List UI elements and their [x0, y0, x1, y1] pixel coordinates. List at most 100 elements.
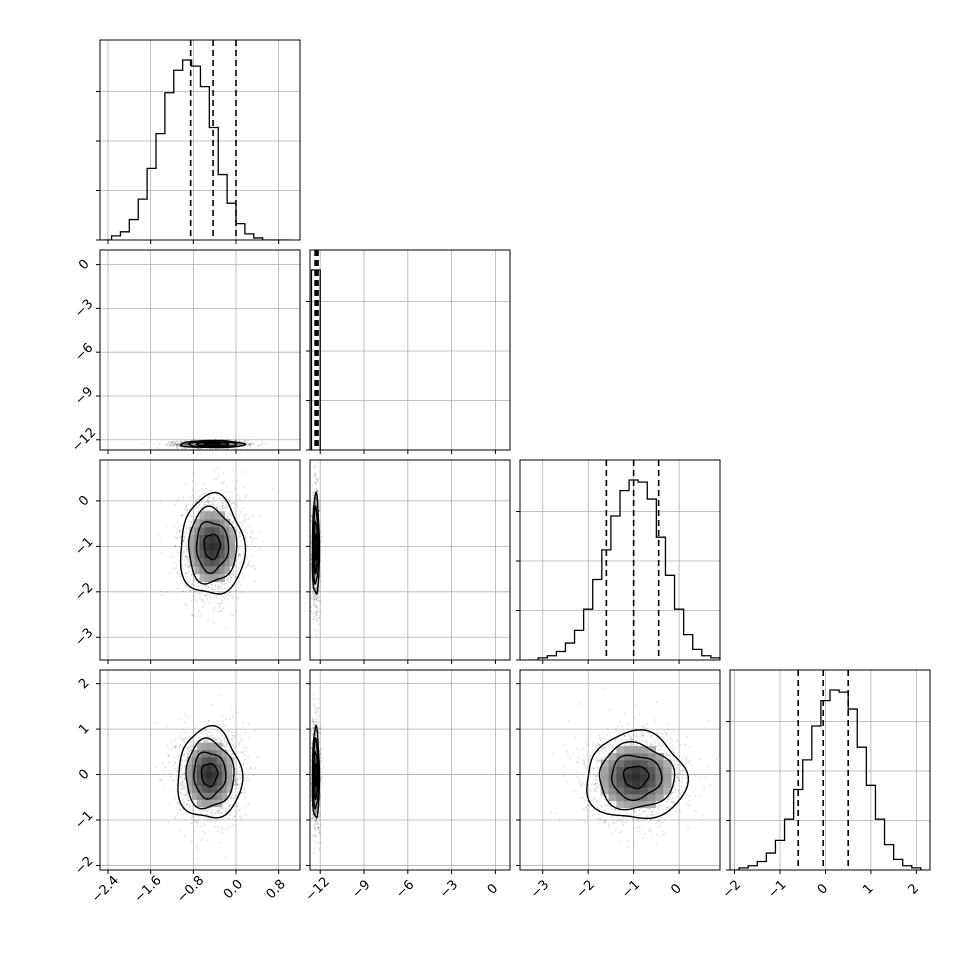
scatter-point [168, 755, 170, 757]
scatter-point [244, 496, 247, 499]
scatter-point [155, 773, 158, 776]
scatter-point [236, 734, 239, 737]
scatter-point [178, 530, 181, 533]
scatter-point [205, 585, 207, 587]
scatter-point [312, 693, 315, 696]
scatter-point [315, 599, 318, 602]
scatter-point [226, 809, 229, 812]
scatter-point [316, 594, 319, 597]
scatter-point [176, 445, 178, 448]
panel-frame [99, 459, 301, 661]
density-cell [315, 573, 317, 583]
histogram-2 [529, 479, 720, 660]
scatter-point [220, 482, 223, 485]
scatter-point [200, 501, 203, 504]
scatter-point [240, 737, 242, 739]
density-cell [196, 778, 203, 786]
scatter-point [567, 754, 569, 757]
scatter-point [230, 576, 233, 579]
scatter-point [182, 787, 185, 789]
scatter-point [319, 610, 322, 613]
scatter-point [645, 727, 648, 730]
density-cell [189, 558, 195, 567]
scatter-point [310, 777, 312, 780]
scatter-point [566, 781, 569, 784]
scatter-point [661, 745, 663, 748]
scatter-point [232, 570, 235, 572]
scatter-point [199, 447, 202, 450]
scatter-point [214, 585, 216, 587]
scatter-point [180, 763, 183, 766]
scatter-point [184, 555, 187, 558]
scatter-point [169, 803, 172, 806]
scatter-point [217, 585, 220, 588]
scatter-point [312, 598, 315, 601]
scatter-point [222, 607, 225, 610]
y-tick-label: 2 [76, 676, 92, 692]
scatter-point [192, 809, 195, 812]
scatter-point [175, 537, 178, 540]
scatter-point [207, 719, 210, 722]
scatter-point [310, 520, 312, 523]
scatter-point [311, 590, 314, 593]
density-cell [209, 558, 215, 567]
scatter-point [612, 822, 615, 824]
scatter-point [688, 800, 691, 803]
scatter-point [177, 584, 180, 586]
scatter-point [586, 815, 589, 817]
panel-frame [309, 249, 511, 451]
scatter-point [672, 791, 675, 794]
scatter-point [684, 743, 687, 746]
scatter-point [208, 817, 211, 820]
scatter-point [680, 785, 683, 787]
scatter-point [176, 446, 178, 449]
density-cell [229, 526, 235, 536]
scatter-point [641, 734, 643, 737]
scatter-point [170, 443, 173, 445]
scatter-point [230, 573, 233, 576]
scatter-point [649, 830, 651, 832]
scatter-point [172, 444, 175, 447]
scatter-point [193, 591, 196, 594]
scatter-point [672, 759, 675, 762]
scatter-point [209, 489, 212, 492]
scatter-point [199, 597, 201, 600]
scatter-point [212, 498, 214, 501]
scatter-point [315, 489, 318, 492]
scatter-point [600, 747, 603, 750]
scatter-point [316, 611, 319, 613]
scatter-point [318, 616, 321, 619]
scatter-point [176, 770, 179, 773]
scatter-point [235, 732, 238, 734]
scatter-point [183, 784, 186, 787]
scatter-point [187, 753, 190, 756]
scatter-point [208, 496, 211, 499]
density-cell [315, 573, 317, 583]
scatter-point [171, 444, 174, 446]
scatter-point [215, 506, 218, 509]
scatter-point [225, 741, 228, 744]
scatter-point [629, 736, 632, 739]
x-tick-label: −12 [303, 875, 333, 905]
scatter-point [611, 812, 614, 815]
scatter-point [185, 560, 188, 563]
y-tick-label: −1 [72, 535, 96, 559]
scatter-point [563, 772, 565, 774]
scatter-point [261, 443, 264, 446]
scatter-point [318, 498, 321, 501]
scatter-point [187, 556, 190, 559]
scatter-point [581, 783, 583, 786]
scatter-point [221, 501, 223, 504]
scatter-point [310, 606, 313, 609]
scatter-point [221, 726, 224, 729]
scatter-point [250, 540, 253, 543]
x-tick-label: 0.8 [264, 877, 289, 902]
scatter-point [316, 630, 318, 633]
scatter-point [220, 720, 223, 723]
scatter-point [319, 748, 322, 751]
scatter-point [605, 747, 608, 750]
scatter-point [551, 752, 554, 755]
scatter-point [233, 760, 236, 763]
scatter-point [591, 799, 594, 801]
scatter-point [184, 584, 187, 587]
